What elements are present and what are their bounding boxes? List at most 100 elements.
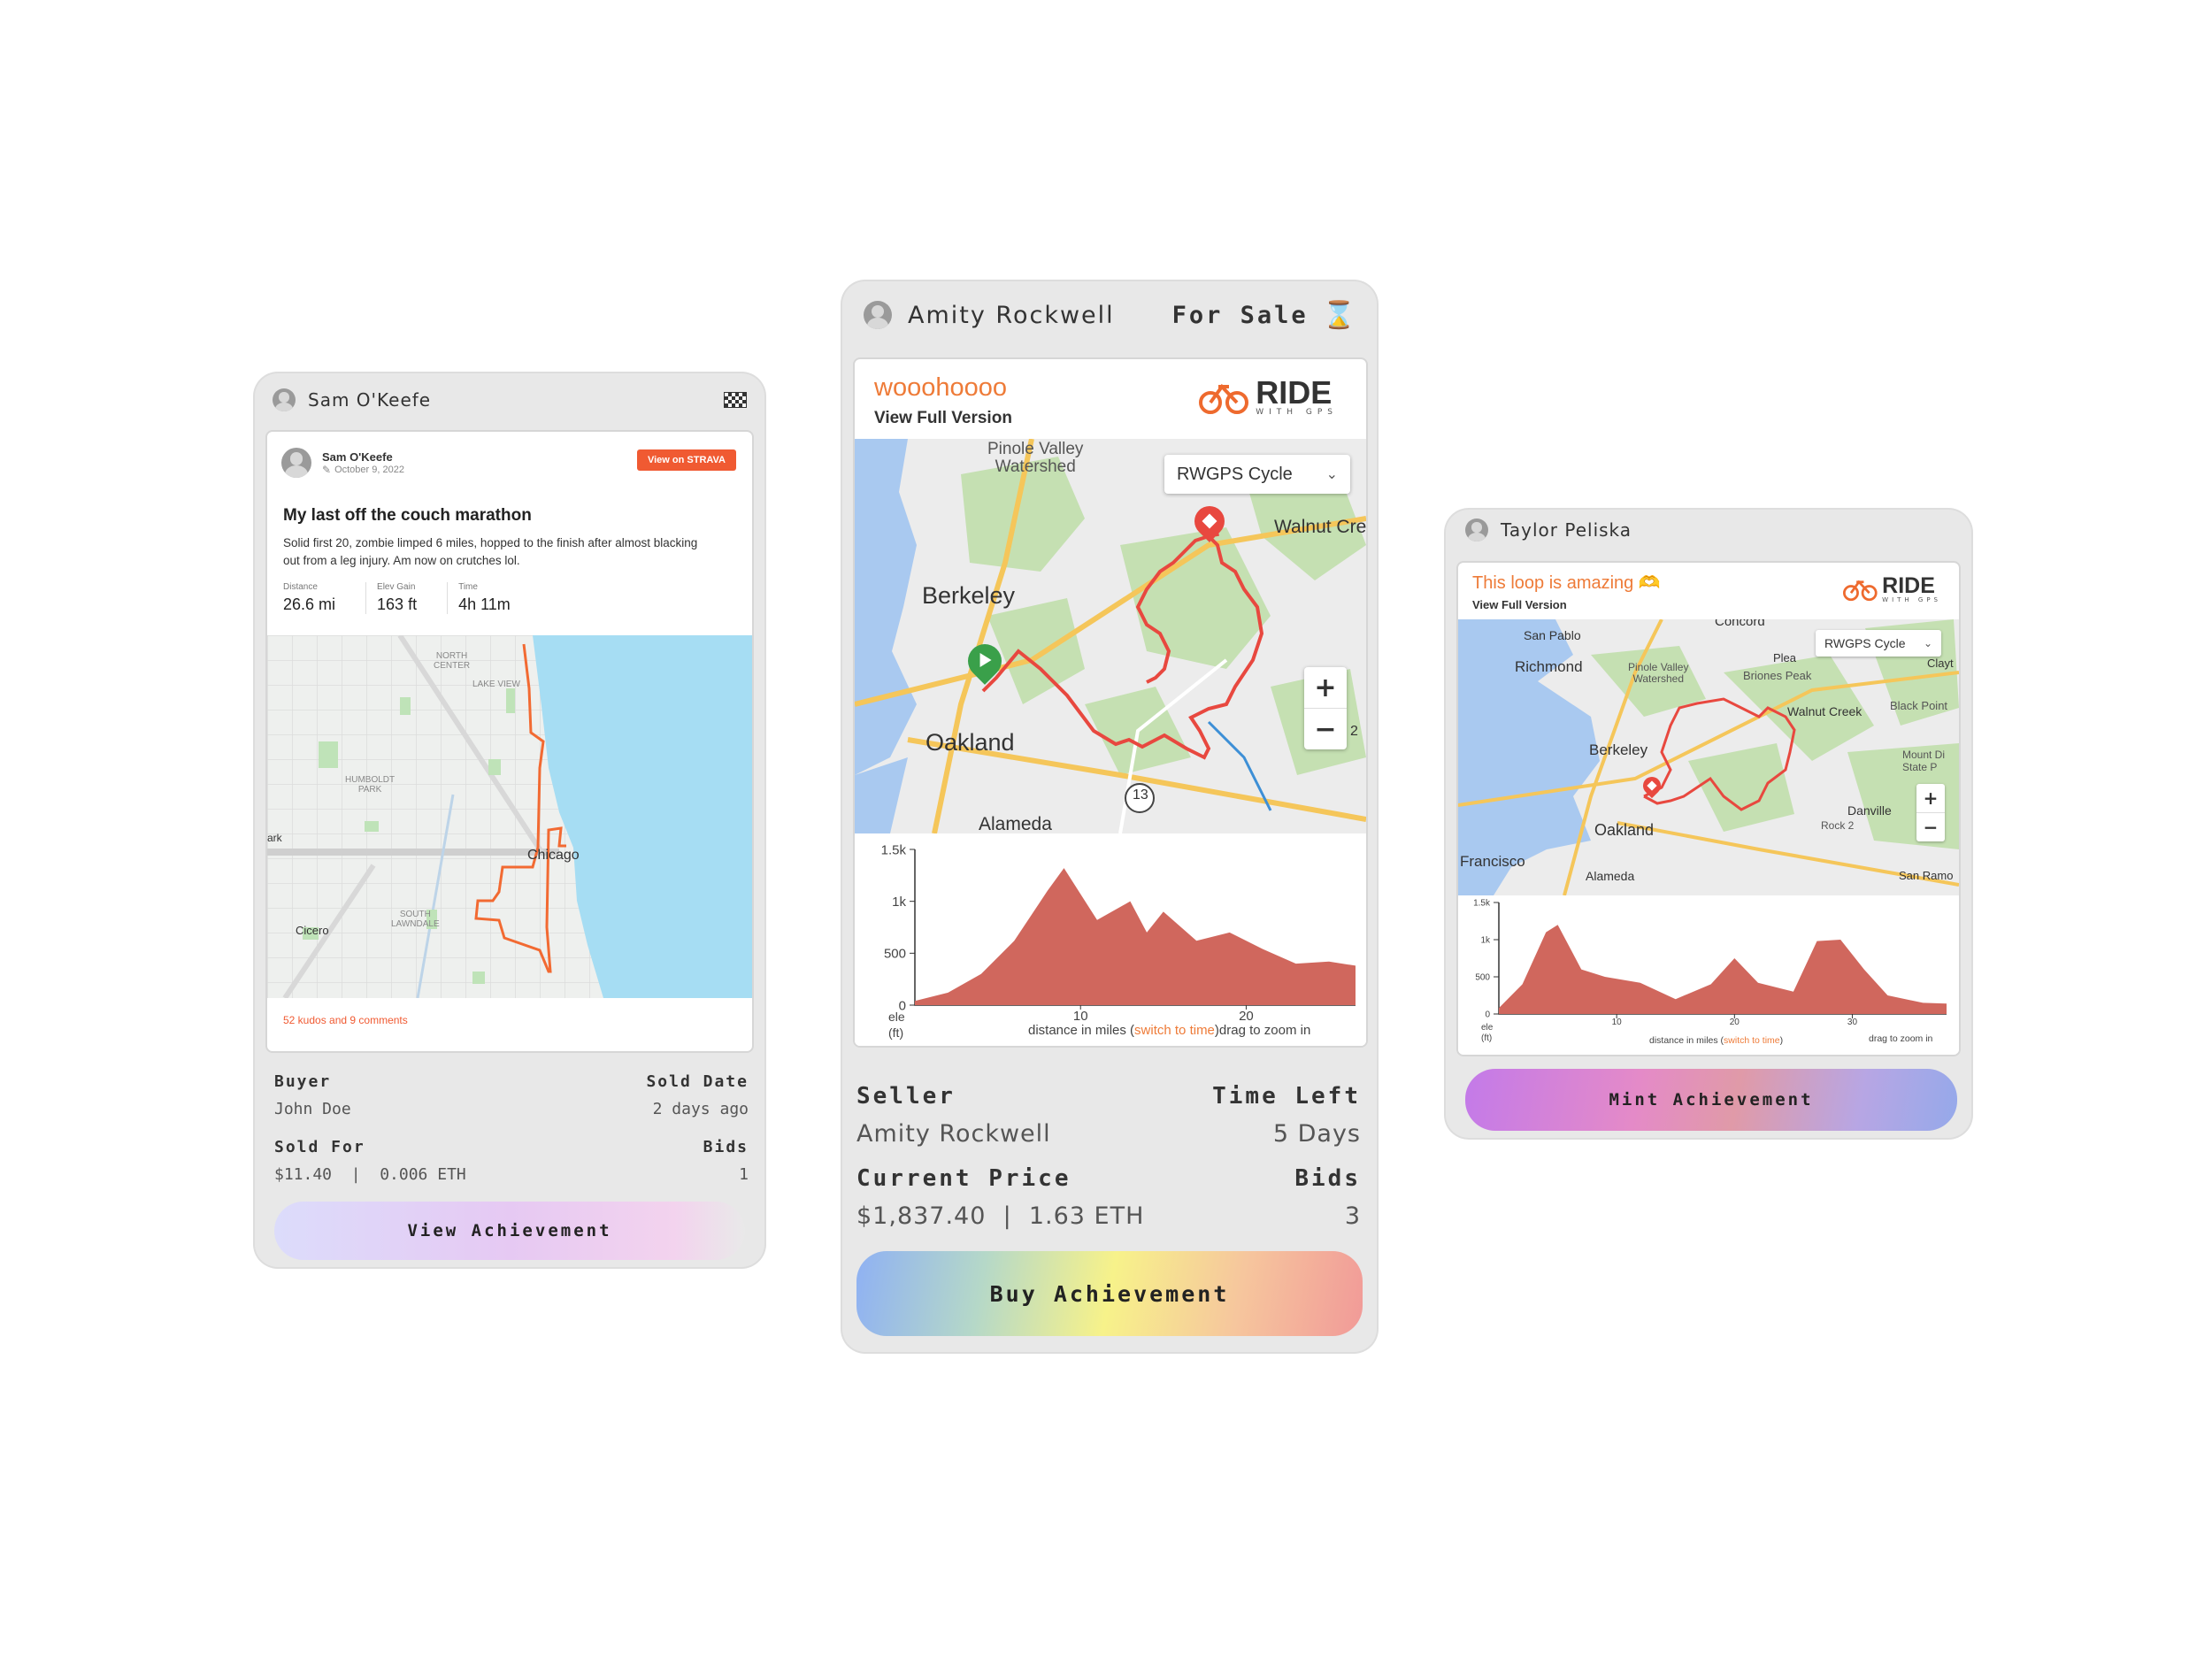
switch-to-time-link[interactable]: switch to time [1134,1023,1215,1038]
map-label-pinole: Pinole Valley Watershed [987,440,1084,476]
chevron-down-icon: ⌄ [1325,467,1338,482]
map-label-chicago: Chicago [527,848,580,863]
map-label-lake-view: LAKE VIEW [472,680,520,689]
map-label-briones: Briones Peak [1743,669,1812,682]
map-label-danville: Danville [1847,803,1892,818]
bids-value: 3 [1344,1202,1361,1230]
avatar [864,301,892,329]
map-label-south-lawndale: SOUTH LAWNDALE [391,910,440,929]
post-header: Sam O'Keefe ✎ October 9, 2022 [281,448,404,478]
map-label-alameda: Alameda [1586,869,1635,883]
avatar [1465,518,1488,541]
zoom-controls: + − [1916,784,1945,841]
chevron-down-icon: ⌄ [1923,637,1932,649]
card-header: Amity Rockwell For Sale ⌛ [842,281,1377,349]
bids-label: Bids [1294,1165,1361,1192]
map-label-berkeley: Berkeley [1589,741,1648,758]
stat-time: Time 4h 11m [447,582,511,614]
zoom-in-button[interactable]: + [1304,667,1347,709]
strava-route-map[interactable]: NORTH CENTER LAKE VIEW HUMBOLDT PARK ark… [267,635,752,998]
elevation-y-tick: 1k [892,895,906,910]
kudos-link[interactable]: 52 kudos and 9 comments [283,1014,408,1026]
map-label-francisco: Francisco [1460,853,1525,870]
view-on-strava-button[interactable]: View on STRAVA [636,449,736,471]
elevation-y-tick: 500 [884,947,906,962]
current-price-label: Current Price [856,1165,1071,1192]
map-label-oakland: Oakland [926,729,1015,756]
avatar [281,448,311,478]
map-label-north-center: NORTH CENTER [434,651,471,671]
card-user-name: Taylor Peliska [1501,519,1632,541]
map-label-humboldt-park: HUMBOLDT PARK [345,775,396,795]
mint-achievement-button[interactable]: Mint Achievement [1465,1069,1957,1131]
elevation-area [915,868,1356,1005]
map-label-richmond: Richmond [1515,658,1583,675]
checkered-flag-icon [724,392,747,408]
buyer-value: John Doe [274,1100,351,1118]
map-label-concord: Concord [1715,619,1765,629]
achievement-card-sold: Sam O'Keefe Sam O'Keefe ✎ October 9, 202… [255,373,764,1267]
view-full-version-link[interactable]: View Full Version [1472,598,1567,611]
elevation-y-tick: 500 [1475,973,1490,983]
current-price-value: $1,837.40 | 1.63 ETH [856,1202,1145,1230]
hourglass-icon: ⌛ [1322,299,1356,331]
seller-value: Amity Rockwell [856,1120,1051,1148]
avatar [273,388,296,411]
achievement-card-for-sale: Amity Rockwell For Sale ⌛ wooohoooo View… [842,281,1377,1352]
seller-label: Seller [856,1083,956,1110]
elevation-x-tick: 20 [1730,1018,1740,1027]
elevation-y-unit: ele (ft) [1481,1023,1494,1043]
post-description: Solid first 20, zombie limped 6 miles, h… [283,536,698,567]
sold-for-value: $11.40 | 0.006 ETH [274,1165,466,1184]
ride-with-gps-logo: RIDE WITH GPS [1843,575,1941,603]
card-header: Sam O'Keefe [255,373,764,426]
zoom-out-button[interactable]: − [1923,817,1939,838]
bike-icon [1843,580,1878,602]
map-style-select[interactable]: RWGPS Cycle ⌄ [1816,630,1941,657]
switch-to-time-link[interactable]: switch to time [1724,1035,1780,1046]
map-label-cut: 2 [1350,724,1358,739]
shoe-icon: ✎ [322,463,332,476]
map-style-value: RWGPS Cycle [1824,636,1906,650]
zoom-in-button[interactable]: + [1916,784,1945,813]
stat-distance: Distance 26.6 mi [283,582,336,613]
time-left-label: Time Left [1212,1083,1361,1110]
map-label-walnut-creek: Walnut Cre [1274,517,1366,537]
map-label-route-13: 13 [1133,787,1148,803]
view-achievement-button[interactable]: View Achievement [274,1202,745,1260]
sold-for-label: Sold For [274,1138,365,1156]
elevation-chart[interactable]: 1.5k 1k 500 0 10 20 ele (ft) distance in mile… [855,837,1366,1046]
view-full-version-link[interactable]: View Full Version [874,409,1012,427]
achievement-card-mint: Taylor Peliska This loop is amazing 🫶 Vi… [1446,510,1971,1138]
elevation-y-tick: 0 [1485,1010,1490,1020]
rwgps-embed: This loop is amazing 🫶 View Full Version… [1456,561,1961,1056]
elevation-x-tick: 10 [1073,1009,1088,1024]
sale-status: For Sale [1171,301,1309,329]
elevation-y-tick: 1k [1480,936,1491,946]
post-author: Sam O'Keefe [322,449,393,464]
map-label-mount-diablo: Mount Di State P [1902,749,1946,773]
buy-achievement-button[interactable]: Buy Achievement [856,1251,1363,1336]
sold-date-value: 2 days ago [652,1100,749,1118]
map-label-alameda: Alameda [979,814,1052,833]
embed-title: This loop is amazing 🫶 [1472,573,1661,593]
zoom-out-button[interactable]: − [1314,713,1337,745]
post-stats: Distance 26.6 mi Elev Gain 163 ft Time 4h 1… [283,582,511,614]
sale-info: Seller Time Left Amity Rockwell 5 Days C… [856,1083,1361,1230]
map-label-rock: Rock 2 [1821,819,1855,832]
elevation-chart[interactable]: 1.5k 1k 500 0 10 20 30 ele (ft) distance in mi… [1458,897,1959,1053]
elevation-x-tick: 20 [1239,1009,1254,1024]
bids-value: 1 [739,1165,749,1184]
map-label-ark: ark [267,832,282,844]
route-map[interactable]: Concord San Pablo Richmond Pinole Valley… [1458,619,1959,895]
bids-label: Bids [703,1138,749,1156]
map-style-select[interactable]: RWGPS Cycle ⌄ [1164,455,1350,494]
strava-post: Sam O'Keefe ✎ October 9, 2022 View on ST… [265,430,754,1053]
elevation-y-tick: 1.5k [1473,899,1491,909]
map-label-cicero: Cicero [296,924,329,937]
map-label-walnut-creek: Walnut Creek [1787,704,1863,718]
route-map[interactable]: Pinole Valley Watershed Walnut Cre Berke… [855,439,1366,833]
elevation-chart-svg: 1.5k 1k 500 0 10 20 30 [1473,899,1947,1027]
map-style-value: RWGPS Cycle [1177,464,1293,484]
ride-with-gps-logo: RIDE WITH GPS [1199,377,1338,417]
